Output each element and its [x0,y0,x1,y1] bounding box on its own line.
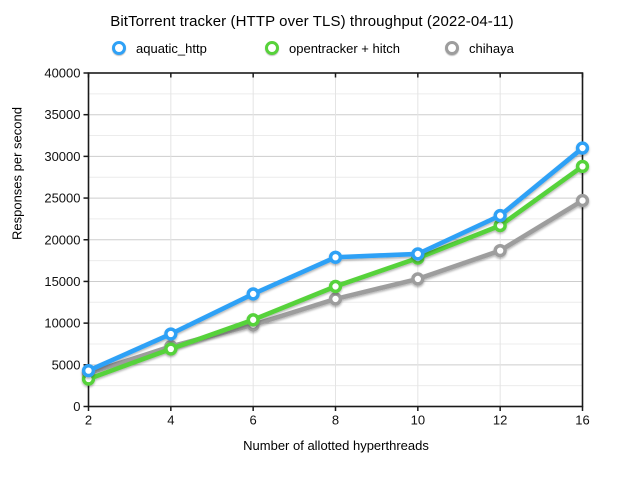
y-tick-label: 35000 [44,107,80,122]
x-tick-label: 6 [250,413,257,428]
data-point-marker [328,292,343,306]
legend-item-label: aquatic_http [136,40,207,56]
data-point-marker [575,159,590,174]
data-point-marker [411,247,425,261]
data-point-marker [328,250,343,264]
chart-legend: aquatic_http opentracker + hitch chihaya [0,39,624,57]
data-point-marker [246,287,260,301]
series-marker-icon [445,41,459,55]
x-tick-label: 2 [85,413,92,428]
x-tick-label: 4 [167,413,174,428]
y-tick-label: 5000 [52,357,81,372]
legend-item: opentracker + hitch [265,39,400,57]
data-point-marker [575,193,590,208]
data-point-marker [164,342,178,356]
data-point-marker [328,279,343,294]
y-tick-label: 25000 [44,191,80,206]
data-point-marker [411,272,425,286]
x-axis-title: Number of allotted hyperthreads [243,438,429,453]
y-tick-label: 20000 [44,232,80,247]
y-tick-label: 10000 [44,316,80,331]
data-point-marker [493,208,507,223]
data-point-marker [81,363,96,378]
y-tick-label: 15000 [44,274,80,289]
data-point-marker [164,327,178,341]
legend-item: chihaya [445,39,514,57]
x-tick-label: 10 [411,413,425,428]
y-tick-label: 0 [73,399,80,414]
data-point-marker [246,313,260,327]
data-point-marker [575,141,590,155]
x-tick-label: 12 [493,413,507,428]
legend-item-label: opentracker + hitch [289,40,400,56]
data-point-marker [493,243,507,258]
series-marker-icon [265,41,279,55]
y-tick-label: 40000 [44,66,80,81]
series-aquatic-http [81,141,590,378]
chart-title: BitTorrent tracker (HTTP over TLS) throu… [110,13,514,30]
legend-item: aquatic_http [112,39,207,57]
x-tick-label: 8 [332,413,339,428]
series-marker-icon [112,41,126,55]
x-tick-label: 16 [575,413,589,428]
legend-item-label: chihaya [469,40,514,56]
y-tick-label: 30000 [44,149,80,164]
